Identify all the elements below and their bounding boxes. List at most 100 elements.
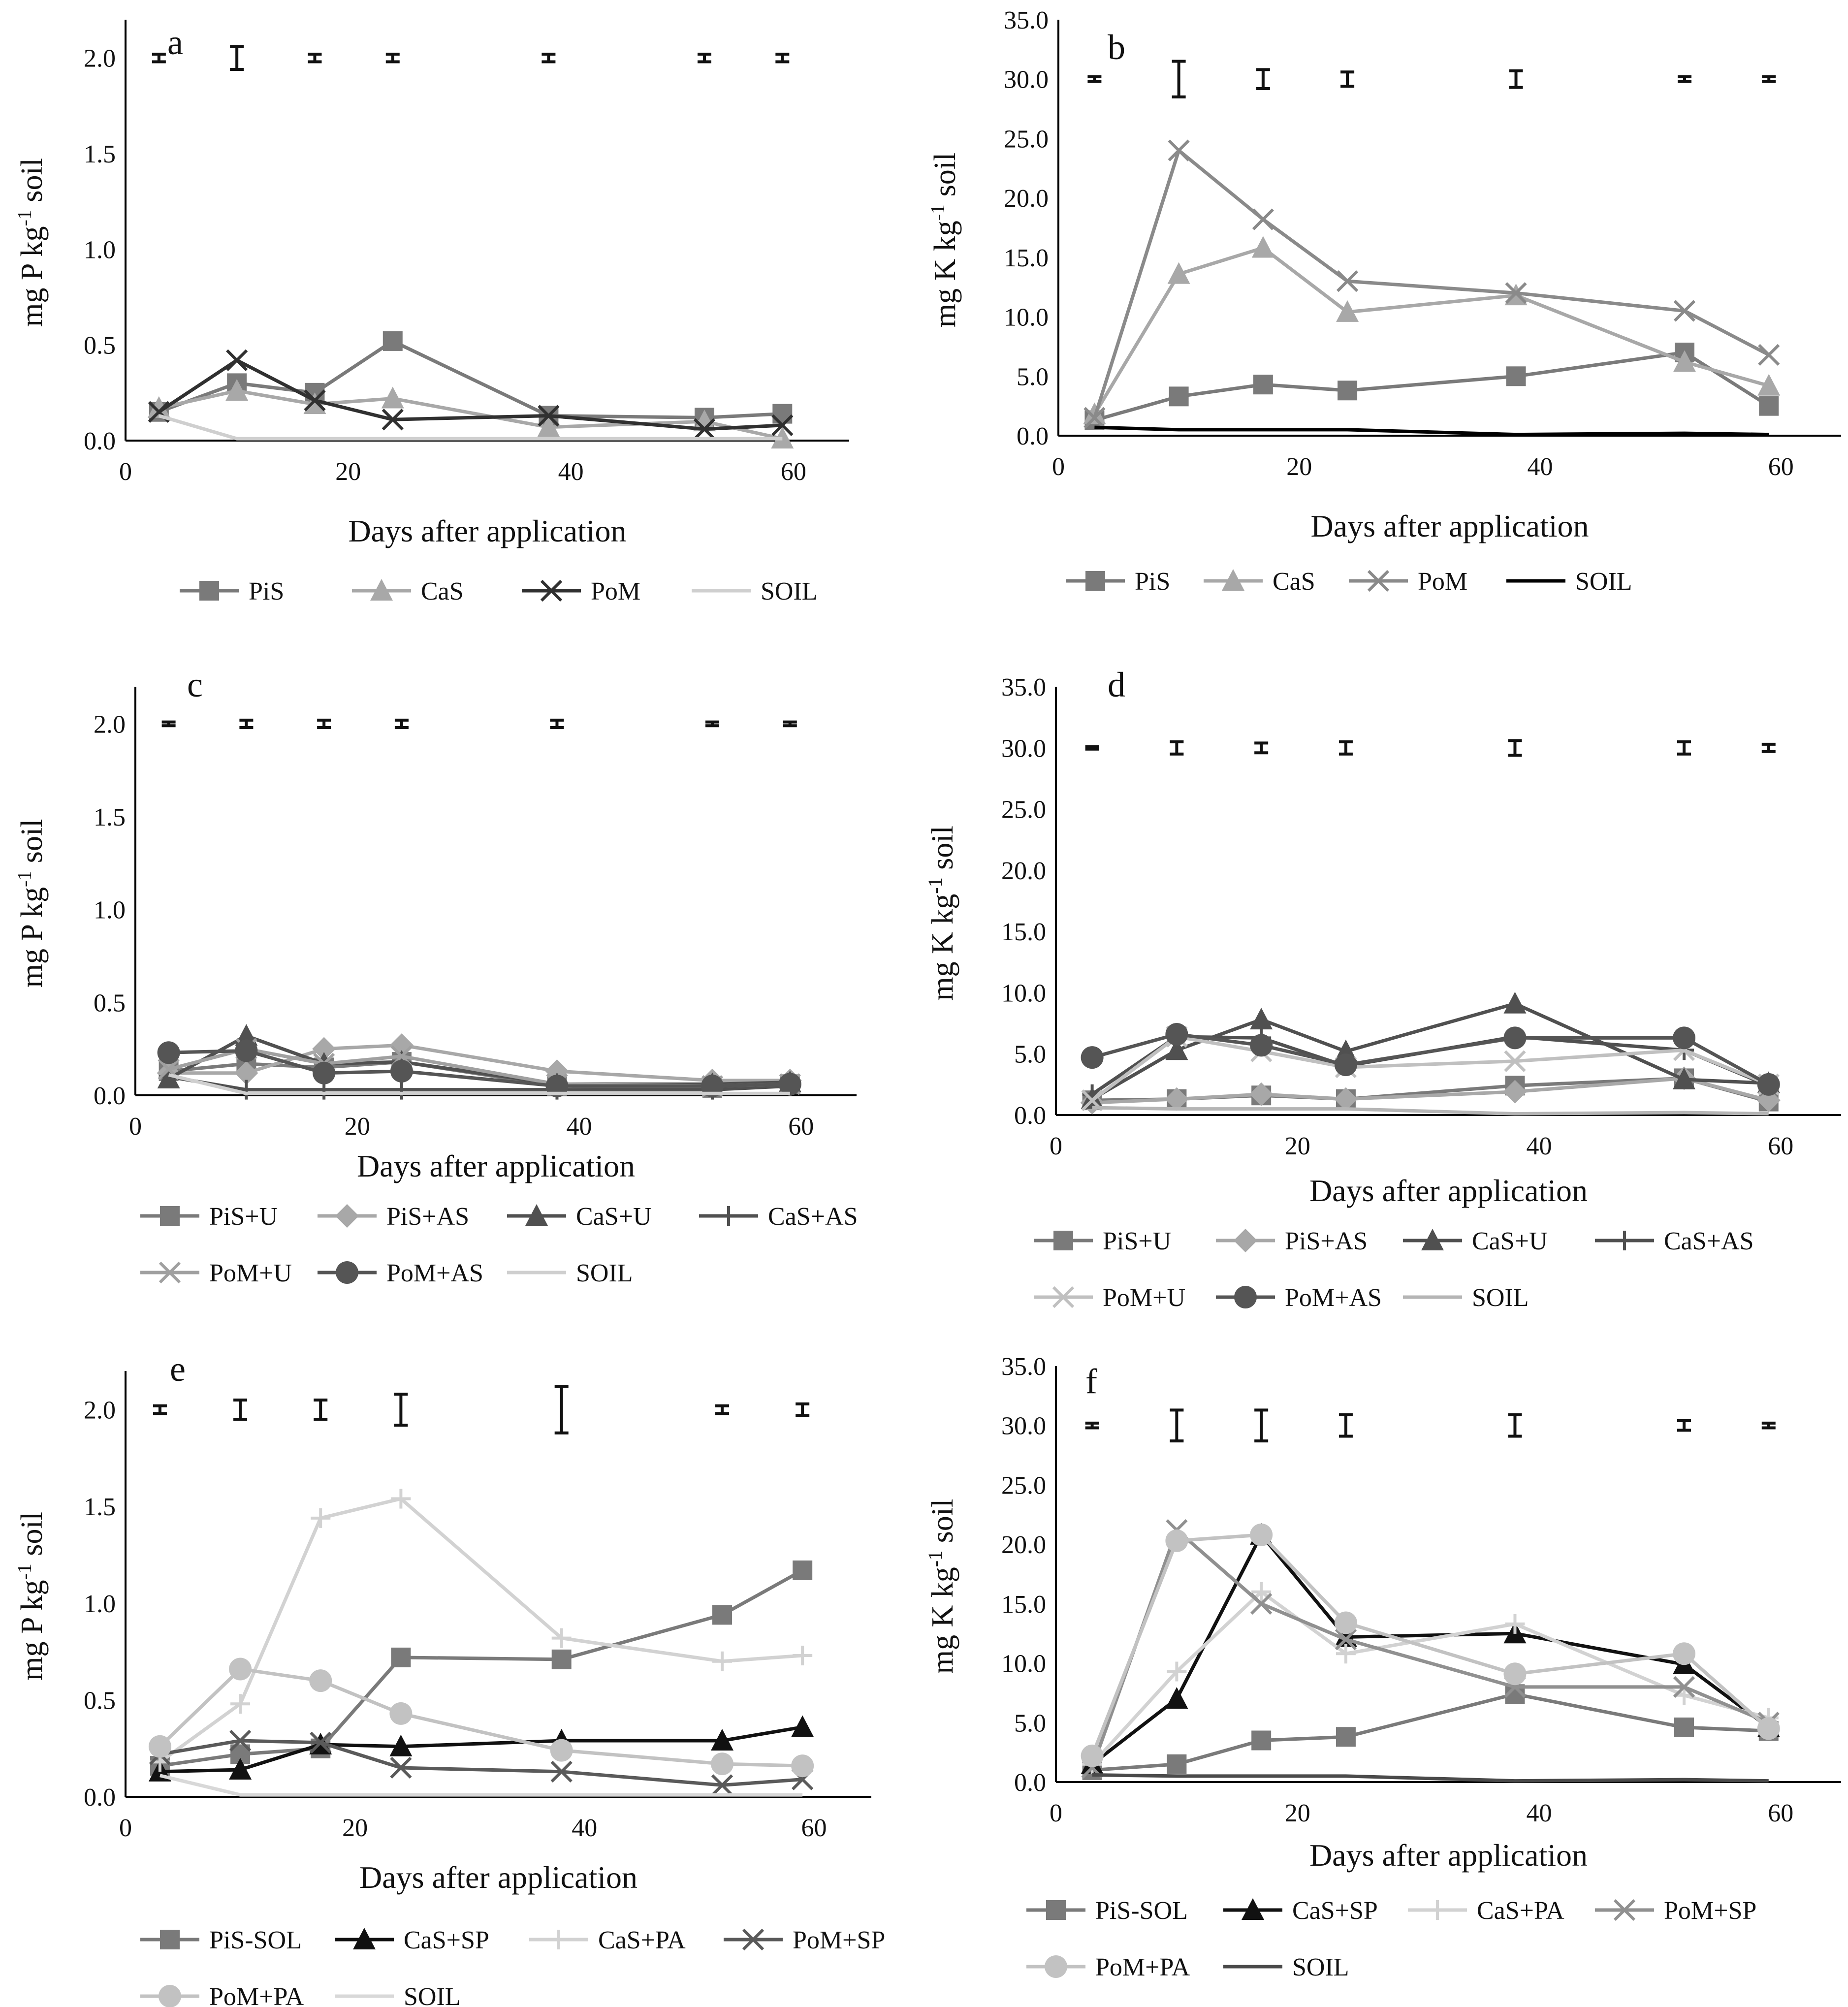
legend-label: PoM+PA bbox=[209, 1983, 304, 2007]
y-tick-label: 20.0 bbox=[1001, 857, 1046, 885]
x-tick-label: 20 bbox=[335, 458, 361, 486]
legend-label: SOIL bbox=[761, 577, 818, 605]
y-tick-label: 15.0 bbox=[1004, 244, 1049, 272]
x-axis-label: Days after application bbox=[1309, 1173, 1588, 1208]
data-point bbox=[1503, 1026, 1527, 1050]
data-point bbox=[225, 379, 249, 401]
y-tick-label: 1.0 bbox=[84, 1590, 116, 1618]
series-line bbox=[168, 1073, 790, 1095]
legend-marker bbox=[1045, 1955, 1067, 1978]
data-point bbox=[711, 1752, 733, 1776]
data-point bbox=[391, 1489, 411, 1509]
data-point bbox=[1165, 1087, 1189, 1111]
legend-item: CaS+PA bbox=[529, 1926, 686, 1954]
data-point bbox=[537, 415, 560, 437]
data-point bbox=[304, 389, 326, 412]
x-tick-label: 60 bbox=[781, 458, 806, 486]
data-point bbox=[157, 1041, 180, 1064]
data-point bbox=[230, 1694, 251, 1714]
y-axis-label: mg K kg-1 soil bbox=[924, 826, 959, 1000]
legend-label: PoM+AS bbox=[1285, 1284, 1382, 1312]
y-tick-label: 10.0 bbox=[1001, 1650, 1046, 1678]
data-point bbox=[1336, 270, 1359, 292]
data-point bbox=[793, 1645, 813, 1665]
data-point bbox=[390, 1059, 413, 1083]
error-bar bbox=[1762, 75, 1776, 83]
y-tick-label: 2.0 bbox=[84, 45, 116, 73]
legend-marker bbox=[1242, 1898, 1264, 1920]
panel-letter: f bbox=[1085, 1362, 1097, 1401]
error-bar bbox=[1338, 740, 1353, 756]
error-bar bbox=[783, 720, 797, 728]
error-bar bbox=[1678, 75, 1691, 83]
error-bar bbox=[1338, 1413, 1353, 1438]
data-point bbox=[1673, 300, 1696, 322]
data-point bbox=[1336, 1727, 1356, 1747]
y-tick-label: 35.0 bbox=[1001, 673, 1046, 701]
legend-label: SOIL bbox=[404, 1983, 461, 2007]
data-point bbox=[1253, 375, 1273, 395]
series-line bbox=[1092, 1692, 1769, 1772]
legend-item: PiS bbox=[1066, 568, 1170, 596]
legend-marker bbox=[1613, 1899, 1636, 1921]
data-point bbox=[1335, 1628, 1357, 1651]
legend-marker bbox=[160, 1206, 180, 1226]
x-tick-label: 20 bbox=[342, 1814, 368, 1842]
data-point bbox=[1503, 1662, 1527, 1686]
legend-label: PiS-SOL bbox=[209, 1926, 302, 1954]
legend-marker bbox=[335, 1204, 359, 1228]
panel-e: 0.0 0.5 1.0 1.5 2.0 0 20 40 60 Days after applica… bbox=[13, 1349, 885, 2007]
legend-label: CaS+SP bbox=[1292, 1897, 1378, 1925]
error-bar bbox=[550, 718, 564, 729]
data-point bbox=[313, 1061, 336, 1084]
data-point bbox=[147, 396, 170, 418]
error-bar bbox=[314, 1398, 328, 1421]
y-tick-label: 35.0 bbox=[1004, 6, 1049, 34]
data-point bbox=[1251, 236, 1274, 258]
data-point bbox=[791, 1754, 814, 1778]
data-point bbox=[791, 1715, 814, 1737]
legend-item: SOIL bbox=[692, 577, 818, 605]
data-point bbox=[310, 1731, 332, 1754]
legend-item: PoM+SP bbox=[724, 1926, 885, 1954]
x-axis-label: Days after application bbox=[357, 1148, 635, 1183]
legend-label: CaS+AS bbox=[768, 1203, 858, 1231]
data-point bbox=[693, 410, 716, 432]
data-point bbox=[1673, 1676, 1695, 1698]
x-tick-label: 20 bbox=[1285, 1132, 1310, 1160]
data-point bbox=[1758, 344, 1780, 366]
y-tick-label: 15.0 bbox=[1001, 1591, 1046, 1619]
data-point bbox=[1503, 1080, 1527, 1104]
x-tick-label: 60 bbox=[1768, 1132, 1793, 1160]
series-PiS bbox=[1084, 343, 1779, 430]
legend-item: SOIL bbox=[507, 1259, 633, 1287]
data-point bbox=[1250, 1593, 1273, 1615]
x-tick-label: 40 bbox=[1527, 453, 1553, 481]
y-tick-label: 0.0 bbox=[94, 1082, 126, 1110]
legend-label: CaS+U bbox=[576, 1203, 652, 1231]
series-line bbox=[1094, 350, 1770, 422]
error-bar bbox=[1172, 60, 1186, 98]
x-tick-label: 0 bbox=[119, 1814, 132, 1842]
legend-label: PoM bbox=[1418, 568, 1467, 596]
x-tick-label: 20 bbox=[1285, 1799, 1310, 1827]
x-tick-label: 0 bbox=[129, 1113, 142, 1141]
series-line bbox=[159, 1497, 803, 1764]
error-bar bbox=[394, 1393, 408, 1427]
legend-item: PoM+PA bbox=[1026, 1953, 1190, 1981]
data-point bbox=[1673, 350, 1696, 372]
series-line bbox=[159, 389, 783, 441]
series-SOIL bbox=[159, 1774, 803, 1797]
data-point bbox=[235, 1039, 258, 1062]
series-SOIL bbox=[168, 1073, 790, 1095]
data-point bbox=[389, 1702, 413, 1725]
legend-label: CaS+AS bbox=[1664, 1227, 1753, 1255]
legend-item: PoM+AS bbox=[318, 1259, 483, 1287]
series-SOIL bbox=[1092, 1773, 1769, 1783]
y-tick-label: 5.0 bbox=[1014, 1041, 1046, 1069]
legend-label: CaS+SP bbox=[404, 1926, 489, 1954]
x-tick-label: 40 bbox=[572, 1814, 597, 1842]
x-axis-label: Days after application bbox=[1309, 1838, 1588, 1873]
data-point bbox=[1673, 1642, 1695, 1665]
legend-marker bbox=[1428, 1900, 1447, 1920]
